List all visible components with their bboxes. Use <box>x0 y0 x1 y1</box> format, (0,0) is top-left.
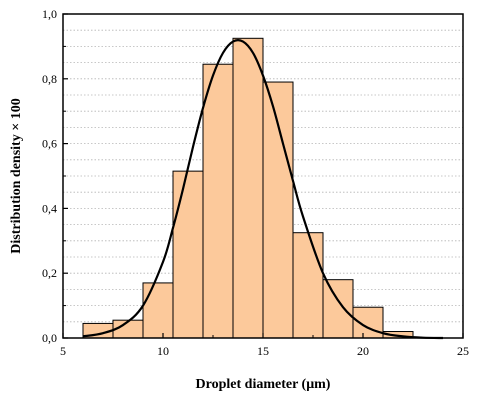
bars <box>82 37 414 339</box>
histogram-bar <box>202 63 234 339</box>
y-tick-label: 0,0 <box>42 331 57 345</box>
x-axis-title: Droplet diameter (μm) <box>196 377 331 392</box>
x-tick-label: 10 <box>157 344 169 358</box>
axis-ticks: 5 10 15 20 25 0,0 0,2 0,4 0,6 0,8 1,0 <box>42 7 469 358</box>
fit-curve <box>82 39 444 340</box>
x-tick-label: 5 <box>60 344 66 358</box>
x-tick-label: 15 <box>257 344 269 358</box>
histogram-bar <box>322 279 354 339</box>
x-tick-label: 25 <box>457 344 469 358</box>
histogram-bar <box>232 37 264 339</box>
fit-curve-line <box>82 39 444 340</box>
y-axis-title: Distribution density × 100 <box>9 98 24 253</box>
y-tick-label: 0,8 <box>42 72 57 86</box>
histogram-bar <box>142 282 174 339</box>
histogram-bar <box>352 306 384 339</box>
histogram-bar <box>292 232 324 339</box>
histogram-bar <box>172 170 204 339</box>
x-tick-label: 20 <box>357 344 369 358</box>
y-tick-label: 1,0 <box>42 7 57 21</box>
y-tick-label: 0,6 <box>42 137 57 151</box>
y-tick-label: 0,2 <box>42 266 57 280</box>
y-tick-label: 0,4 <box>42 201 57 215</box>
